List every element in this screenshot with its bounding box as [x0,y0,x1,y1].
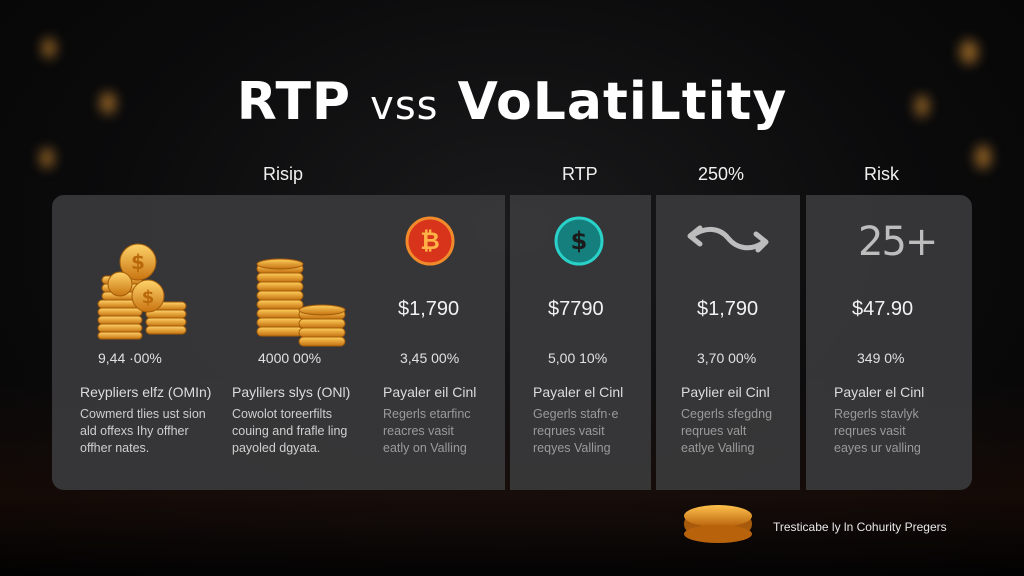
bokeh-light [915,95,929,117]
column-label: Payaler el Cinl [834,384,925,400]
column-description: Gegerls stafn·e reqrues vasit reqyes Val… [533,406,618,457]
price: $7790 [548,298,604,320]
column-description: Regerls etarfinc reacres vasit eatly on … [383,406,471,457]
description-line: eayes ur valling [834,441,921,455]
description-line: eatly on Valling [383,441,467,455]
svg-text:₿: ₿ [420,227,440,255]
title-rtp: RTP [236,72,352,132]
column-label: Reypliers elfz (OMIn) [80,384,212,400]
price: $1,790 [398,298,460,320]
bokeh-light [40,148,54,168]
panel-250 [656,195,800,490]
percentage: 349 0% [857,350,905,366]
column-description: Cowolot toreerfilts couing and frafle li… [232,406,347,457]
header-risk: Risk [864,164,899,184]
percentage: 4000 00% [258,350,322,366]
percentage: 3,45 00% [400,350,460,366]
description-line: Cowolot toreerfilts [232,407,333,421]
dollar-coin-icon: $ [554,216,604,266]
percentage: 9,44 ·00% [98,350,162,366]
bokeh-light [975,145,991,169]
description-line: ald offexs Ihy offher [80,424,189,438]
wave-arrow-icon [687,225,769,253]
price: $1,790 [697,298,759,320]
header-250: 250% [698,164,745,184]
bitcoin-icon: ₿ [405,216,455,266]
column-description: Cegerls sfegdng reqrues valt eatlye Vall… [681,406,772,457]
column-description: Regerls stavlyk reqrues vasit eayes ur v… [834,406,921,457]
description-line: reqrues vasit [533,424,605,438]
gold-coin-stack-icon [256,258,346,347]
description-line: couing and frafle ling [232,424,348,438]
description-line: reqrues vasit [834,424,906,438]
gold-coin-pile-icon: $ $ [97,243,187,340]
panel-risk [806,195,972,490]
header-rtp: RTP [562,164,598,184]
bokeh-light [42,38,56,58]
footer-caption: Tresticabe ly ln Cohurity Pregers [773,520,947,534]
percentage: 5,00 10% [548,350,608,366]
risk-number-icon: 25+ [858,219,938,265]
percentage: 3,70 00% [697,350,757,366]
column-description: Cowmerd tlies ust sion ald offexs Ihy of… [80,406,206,457]
price: $47.90 [852,298,914,320]
description-line: reqyes Valling [533,441,611,455]
header-risip: Risip [263,164,304,184]
description-line: reqrues valt [681,424,747,438]
column-label: Paylier eil Cinl [681,384,770,400]
description-line: Cowmerd tlies ust sion [80,407,206,421]
title-volatility: VoLatiLtity [457,72,788,132]
description-line: Cegerls sfegdng [681,407,773,421]
page-title: RTP vss VoLatiLtity [0,72,1024,132]
column-label: Payaler eil Cinl [383,384,477,400]
gold-coin-icon [684,505,752,543]
description-line: payoled dgyata. [232,441,321,455]
bokeh-light [100,92,116,114]
column-label: Paylilers slys (ONl) [232,384,351,400]
description-line: offher nates. [80,441,150,455]
description-line: Gegerls stafn·e [533,407,619,421]
svg-text:$: $ [571,227,588,255]
title-vs: vss [370,83,439,129]
description-line: eatlye Valling [681,441,755,455]
svg-text:$: $ [131,250,145,274]
svg-text:$: $ [142,287,155,308]
description-line: reacres vasit [383,424,454,438]
column-label: Payaler el Cinl [533,384,624,400]
description-line: Regerls stavlyk [834,407,919,421]
description-line: Regerls etarfinc [383,407,471,421]
bokeh-light [960,40,978,64]
